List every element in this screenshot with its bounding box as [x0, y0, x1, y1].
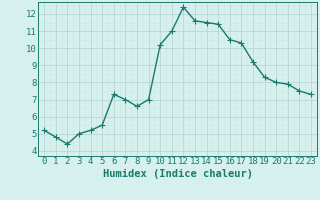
X-axis label: Humidex (Indice chaleur): Humidex (Indice chaleur)	[103, 169, 252, 179]
